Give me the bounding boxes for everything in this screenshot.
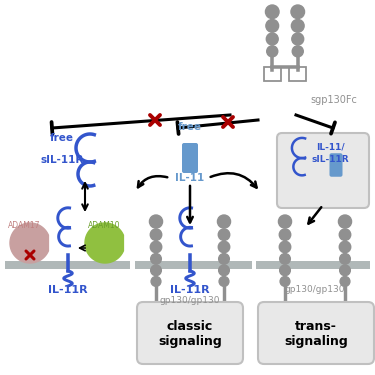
- Circle shape: [266, 33, 278, 45]
- Circle shape: [339, 215, 351, 228]
- Text: free: free: [178, 122, 202, 132]
- FancyBboxPatch shape: [258, 302, 374, 364]
- Bar: [135, 261, 252, 269]
- Text: sIL-11R: sIL-11R: [40, 155, 84, 165]
- Circle shape: [219, 276, 229, 286]
- Circle shape: [151, 276, 161, 286]
- Circle shape: [219, 254, 230, 264]
- Circle shape: [279, 241, 291, 253]
- Circle shape: [280, 276, 290, 286]
- Bar: [256, 261, 370, 269]
- Circle shape: [266, 5, 279, 19]
- Text: gp130/gp130: gp130/gp130: [160, 296, 220, 305]
- Circle shape: [217, 215, 231, 228]
- Circle shape: [291, 20, 304, 32]
- Circle shape: [340, 265, 350, 276]
- Bar: [5, 261, 130, 269]
- Bar: [289, 67, 306, 81]
- Circle shape: [339, 241, 351, 253]
- Text: IL-11R: IL-11R: [170, 285, 210, 295]
- Circle shape: [218, 241, 230, 253]
- Circle shape: [150, 229, 162, 240]
- Circle shape: [266, 20, 279, 32]
- Circle shape: [280, 254, 290, 264]
- Circle shape: [291, 5, 304, 19]
- Circle shape: [150, 241, 162, 253]
- Text: signaling: signaling: [284, 336, 348, 348]
- Text: ADAM17: ADAM17: [8, 221, 40, 230]
- Circle shape: [218, 229, 230, 240]
- Circle shape: [279, 215, 291, 228]
- Circle shape: [340, 254, 350, 264]
- Circle shape: [340, 276, 350, 286]
- FancyBboxPatch shape: [182, 143, 198, 173]
- Polygon shape: [10, 223, 48, 263]
- Text: IL-11R: IL-11R: [48, 285, 88, 295]
- Circle shape: [280, 265, 290, 276]
- FancyBboxPatch shape: [277, 133, 369, 208]
- Text: IL-11/: IL-11/: [316, 142, 344, 151]
- Circle shape: [292, 33, 304, 45]
- Text: IL-11: IL-11: [176, 173, 205, 183]
- Text: gp130/gp130: gp130/gp130: [285, 285, 345, 294]
- Polygon shape: [85, 223, 123, 263]
- FancyBboxPatch shape: [137, 302, 243, 364]
- Text: sgp130Fc: sgp130Fc: [310, 95, 357, 105]
- Circle shape: [267, 46, 278, 57]
- Circle shape: [339, 229, 351, 240]
- Text: ADAM10: ADAM10: [88, 221, 120, 230]
- FancyBboxPatch shape: [330, 153, 342, 177]
- Circle shape: [279, 229, 291, 240]
- Text: sIL-11R: sIL-11R: [311, 155, 349, 164]
- Text: trans-: trans-: [295, 320, 337, 333]
- Text: signaling: signaling: [158, 336, 222, 348]
- Bar: [264, 67, 281, 81]
- Circle shape: [150, 215, 162, 228]
- Circle shape: [151, 254, 161, 264]
- Text: free: free: [50, 133, 74, 143]
- Circle shape: [151, 265, 161, 276]
- Circle shape: [219, 265, 230, 276]
- Circle shape: [292, 46, 303, 57]
- Text: classic: classic: [167, 320, 213, 333]
